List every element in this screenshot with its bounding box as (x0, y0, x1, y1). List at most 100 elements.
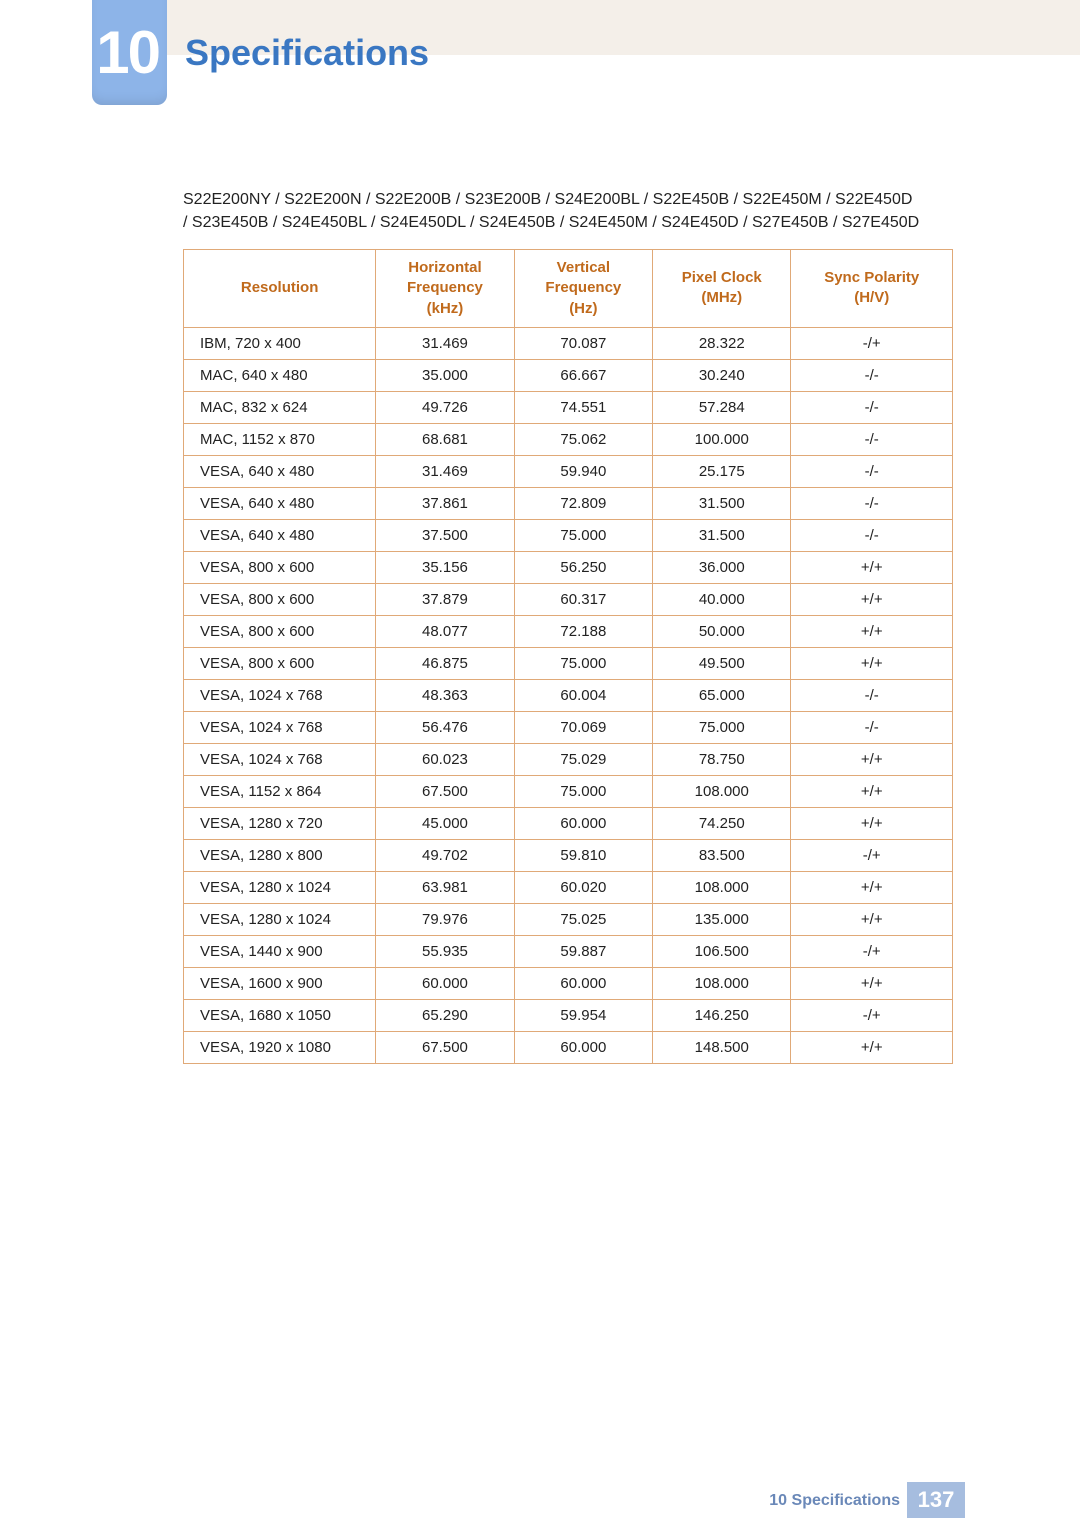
table-cell: 37.500 (376, 519, 514, 551)
table-cell: 25.175 (653, 455, 791, 487)
table-row: VESA, 640 x 48037.86172.80931.500-/- (184, 487, 953, 519)
model-list-line-1: S22E200NY / S22E200N / S22E200B / S23E20… (183, 191, 912, 208)
table-cell: 45.000 (376, 807, 514, 839)
table-cell: 40.000 (653, 583, 791, 615)
table-row: VESA, 1440 x 90055.93559.887106.500-/+ (184, 935, 953, 967)
table-cell: 37.861 (376, 487, 514, 519)
table-cell: +/+ (791, 583, 953, 615)
table-cell: 60.000 (514, 967, 652, 999)
page-header: 10 Specifications (0, 0, 1080, 105)
table-cell: 35.156 (376, 551, 514, 583)
table-cell: 31.469 (376, 455, 514, 487)
table-cell: -/- (791, 359, 953, 391)
table-cell: VESA, 800 x 600 (184, 583, 376, 615)
table-cell: 55.935 (376, 935, 514, 967)
table-cell: +/+ (791, 551, 953, 583)
table-cell: 60.000 (514, 807, 652, 839)
table-cell: 67.500 (376, 775, 514, 807)
table-cell: VESA, 640 x 480 (184, 455, 376, 487)
table-cell: 31.500 (653, 519, 791, 551)
table-row: VESA, 1024 x 76856.47670.06975.000-/- (184, 711, 953, 743)
table-cell: 60.317 (514, 583, 652, 615)
table-cell: MAC, 832 x 624 (184, 391, 376, 423)
table-cell: VESA, 1024 x 768 (184, 711, 376, 743)
table-cell: 78.750 (653, 743, 791, 775)
table-column-header: HorizontalFrequency(kHz) (376, 250, 514, 328)
table-row: VESA, 800 x 60048.07772.18850.000+/+ (184, 615, 953, 647)
table-cell: 75.000 (514, 519, 652, 551)
table-cell: -/+ (791, 839, 953, 871)
table-cell: 72.188 (514, 615, 652, 647)
table-cell: 83.500 (653, 839, 791, 871)
table-cell: VESA, 1600 x 900 (184, 967, 376, 999)
table-column-header: Resolution (184, 250, 376, 328)
table-cell: 108.000 (653, 775, 791, 807)
model-list: S22E200NY / S22E200N / S22E200B / S23E20… (183, 188, 953, 234)
table-cell: -/+ (791, 999, 953, 1031)
table-cell: 100.000 (653, 423, 791, 455)
table-column-header: Sync Polarity(H/V) (791, 250, 953, 328)
table-row: MAC, 1152 x 87068.68175.062100.000-/- (184, 423, 953, 455)
table-cell: 49.702 (376, 839, 514, 871)
table-row: VESA, 800 x 60037.87960.31740.000+/+ (184, 583, 953, 615)
table-cell: VESA, 800 x 600 (184, 647, 376, 679)
table-cell: +/+ (791, 903, 953, 935)
table-cell: 48.077 (376, 615, 514, 647)
table-cell: VESA, 1280 x 800 (184, 839, 376, 871)
table-cell: VESA, 1280 x 720 (184, 807, 376, 839)
table-cell: +/+ (791, 743, 953, 775)
table-row: VESA, 1024 x 76848.36360.00465.000-/- (184, 679, 953, 711)
table-cell: 68.681 (376, 423, 514, 455)
table-row: VESA, 800 x 60035.15656.25036.000+/+ (184, 551, 953, 583)
table-column-header: VerticalFrequency(Hz) (514, 250, 652, 328)
page-title: Specifications (185, 32, 429, 74)
table-cell: 30.240 (653, 359, 791, 391)
table-row: VESA, 800 x 60046.87575.00049.500+/+ (184, 647, 953, 679)
table-cell: 48.363 (376, 679, 514, 711)
table-row: VESA, 1680 x 105065.29059.954146.250-/+ (184, 999, 953, 1031)
table-cell: VESA, 640 x 480 (184, 487, 376, 519)
table-cell: VESA, 1920 x 1080 (184, 1031, 376, 1063)
table-row: VESA, 1280 x 80049.70259.81083.500-/+ (184, 839, 953, 871)
table-cell: -/- (791, 455, 953, 487)
table-cell: -/- (791, 679, 953, 711)
footer-section-label: 10 Specifications (769, 1492, 900, 1510)
table-row: VESA, 1280 x 102463.98160.020108.000+/+ (184, 871, 953, 903)
table-cell: VESA, 1280 x 1024 (184, 871, 376, 903)
table-cell: 108.000 (653, 967, 791, 999)
table-cell: 60.000 (376, 967, 514, 999)
table-row: VESA, 1280 x 72045.00060.00074.250+/+ (184, 807, 953, 839)
table-cell: -/- (791, 423, 953, 455)
table-cell: 65.290 (376, 999, 514, 1031)
page-footer: 10 Specifications 137 (0, 1482, 1080, 1527)
table-cell: 59.954 (514, 999, 652, 1031)
table-cell: 59.887 (514, 935, 652, 967)
table-cell: 50.000 (653, 615, 791, 647)
table-cell: 75.025 (514, 903, 652, 935)
table-cell: -/- (791, 487, 953, 519)
table-cell: 36.000 (653, 551, 791, 583)
table-cell: 75.029 (514, 743, 652, 775)
table-cell: -/+ (791, 935, 953, 967)
table-row: MAC, 640 x 48035.00066.66730.240-/- (184, 359, 953, 391)
table-cell: 46.875 (376, 647, 514, 679)
table-row: VESA, 640 x 48031.46959.94025.175-/- (184, 455, 953, 487)
chapter-tab: 10 (92, 0, 167, 105)
table-cell: +/+ (791, 967, 953, 999)
table-cell: 74.250 (653, 807, 791, 839)
table-cell: MAC, 1152 x 870 (184, 423, 376, 455)
table-cell: 60.023 (376, 743, 514, 775)
table-cell: -/- (791, 711, 953, 743)
page-number-badge: 137 (907, 1482, 965, 1518)
table-cell: 59.940 (514, 455, 652, 487)
table-cell: 60.000 (514, 1031, 652, 1063)
table-cell: 28.322 (653, 327, 791, 359)
table-cell: 75.000 (653, 711, 791, 743)
model-list-line-2: / S23E450B / S24E450BL / S24E450DL / S24… (183, 214, 919, 231)
table-row: VESA, 640 x 48037.50075.00031.500-/- (184, 519, 953, 551)
table-row: VESA, 1280 x 102479.97675.025135.000+/+ (184, 903, 953, 935)
table-header-row: ResolutionHorizontalFrequency(kHz)Vertic… (184, 250, 953, 328)
table-cell: +/+ (791, 615, 953, 647)
table-row: VESA, 1152 x 86467.50075.000108.000+/+ (184, 775, 953, 807)
table-cell: -/+ (791, 327, 953, 359)
